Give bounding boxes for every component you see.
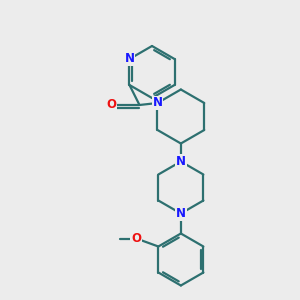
Text: O: O [106, 98, 116, 112]
Text: N: N [124, 52, 134, 65]
Text: N: N [152, 97, 163, 110]
Text: N: N [176, 207, 186, 220]
Text: O: O [131, 232, 141, 245]
Text: N: N [176, 155, 186, 168]
